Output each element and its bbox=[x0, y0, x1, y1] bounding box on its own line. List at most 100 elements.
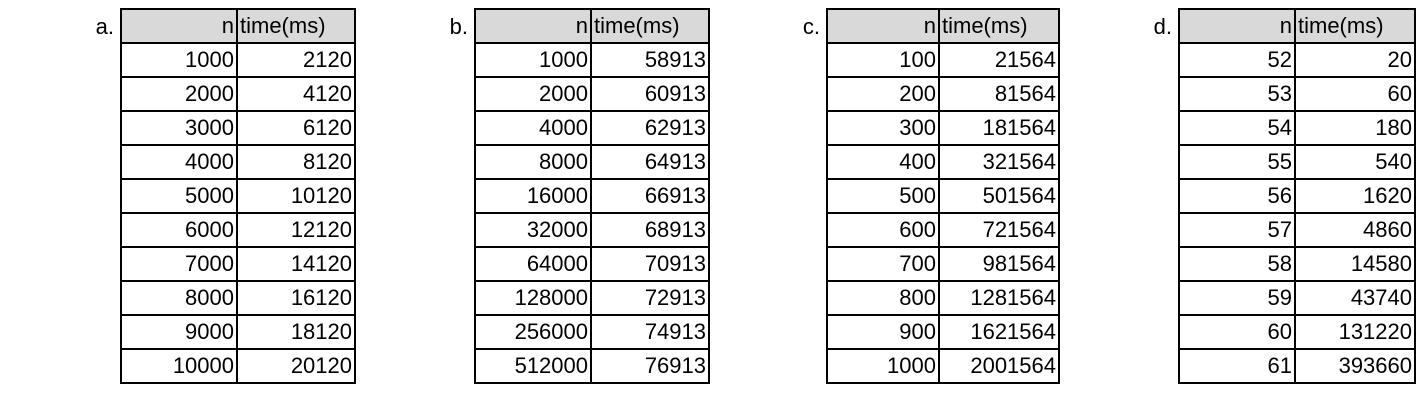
cell-time[interactable]: 180 bbox=[1294, 110, 1416, 146]
cell-n[interactable]: 1000 bbox=[826, 348, 940, 384]
table-row: 5000 10120 bbox=[120, 178, 356, 214]
cell-time[interactable]: 1281564 bbox=[938, 280, 1060, 316]
cell-n[interactable]: 2000 bbox=[474, 76, 592, 112]
cell-time[interactable]: 10120 bbox=[236, 178, 356, 214]
cell-time[interactable]: 18120 bbox=[236, 314, 356, 350]
cell-time[interactable]: 2001564 bbox=[938, 348, 1060, 384]
cell-time[interactable]: 1620 bbox=[1294, 178, 1416, 214]
cell-time[interactable]: 981564 bbox=[938, 246, 1060, 282]
cell-n[interactable]: 52 bbox=[1178, 42, 1296, 78]
cell-n[interactable]: 7000 bbox=[120, 246, 238, 282]
cell-n[interactable]: 32000 bbox=[474, 212, 592, 248]
cell-time[interactable]: 58913 bbox=[590, 42, 710, 78]
cell-n[interactable]: 6000 bbox=[120, 212, 238, 248]
cell-time[interactable]: 68913 bbox=[590, 212, 710, 248]
cell-n[interactable]: 256000 bbox=[474, 314, 592, 350]
cell-time[interactable]: 20120 bbox=[236, 348, 356, 384]
cell-n[interactable]: 1000 bbox=[474, 42, 592, 78]
cell-time[interactable]: 8120 bbox=[236, 144, 356, 180]
cell-n[interactable]: 58 bbox=[1178, 246, 1296, 282]
cell-n[interactable]: 500 bbox=[826, 178, 940, 214]
header-n[interactable]: n bbox=[1178, 8, 1296, 44]
cell-time[interactable]: 72913 bbox=[590, 280, 710, 316]
cell-time[interactable]: 76913 bbox=[590, 348, 710, 384]
header-n[interactable]: n bbox=[120, 8, 238, 44]
cell-n[interactable]: 100 bbox=[826, 42, 940, 78]
cell-time[interactable]: 181564 bbox=[938, 110, 1060, 146]
cell-time[interactable]: 1621564 bbox=[938, 314, 1060, 350]
cell-time[interactable]: 64913 bbox=[590, 144, 710, 180]
cell-n[interactable]: 61 bbox=[1178, 348, 1296, 384]
cell-time[interactable]: 81564 bbox=[938, 76, 1060, 112]
cell-n[interactable]: 512000 bbox=[474, 348, 592, 384]
cell-n[interactable]: 1000 bbox=[120, 42, 238, 78]
cell-time[interactable]: 393660 bbox=[1294, 348, 1416, 384]
cell-n[interactable]: 9000 bbox=[120, 314, 238, 350]
cell-time[interactable]: 501564 bbox=[938, 178, 1060, 214]
cell-n[interactable]: 128000 bbox=[474, 280, 592, 316]
table-row: 57 4860 bbox=[1178, 212, 1416, 248]
cell-n[interactable]: 3000 bbox=[120, 110, 238, 146]
table-row: 59 43740 bbox=[1178, 280, 1416, 316]
cell-n[interactable]: 300 bbox=[826, 110, 940, 146]
cell-n[interactable]: 600 bbox=[826, 212, 940, 248]
cell-n[interactable]: 16000 bbox=[474, 178, 592, 214]
cell-n[interactable]: 4000 bbox=[120, 144, 238, 180]
cell-time[interactable]: 6120 bbox=[236, 110, 356, 146]
cell-n[interactable]: 55 bbox=[1178, 144, 1296, 180]
table-row: 400 321564 bbox=[826, 144, 1060, 180]
header-time[interactable]: time(ms) bbox=[938, 8, 1060, 44]
cell-time[interactable]: 721564 bbox=[938, 212, 1060, 248]
data-table: n time(ms) 1000 2120 2000 4120 3000 6120 4000 812… bbox=[120, 8, 356, 384]
cell-n[interactable]: 4000 bbox=[474, 110, 592, 146]
cell-n[interactable]: 54 bbox=[1178, 110, 1296, 146]
cell-n[interactable]: 700 bbox=[826, 246, 940, 282]
cell-time[interactable]: 60913 bbox=[590, 76, 710, 112]
cell-time[interactable]: 12120 bbox=[236, 212, 356, 248]
cell-n[interactable]: 200 bbox=[826, 76, 940, 112]
header-time[interactable]: time(ms) bbox=[236, 8, 356, 44]
cell-n[interactable]: 60 bbox=[1178, 314, 1296, 350]
header-n[interactable]: n bbox=[826, 8, 940, 44]
table-row: 56 1620 bbox=[1178, 178, 1416, 214]
cell-n[interactable]: 59 bbox=[1178, 280, 1296, 316]
cell-n[interactable]: 53 bbox=[1178, 76, 1296, 112]
table-row: 1000 2120 bbox=[120, 42, 356, 78]
cell-n[interactable]: 8000 bbox=[120, 280, 238, 316]
cell-n[interactable]: 56 bbox=[1178, 178, 1296, 214]
cell-time[interactable]: 4120 bbox=[236, 76, 356, 112]
cell-time[interactable]: 4860 bbox=[1294, 212, 1416, 248]
cell-time[interactable]: 321564 bbox=[938, 144, 1060, 180]
header-time[interactable]: time(ms) bbox=[590, 8, 710, 44]
cell-time[interactable]: 21564 bbox=[938, 42, 1060, 78]
table-row: 4000 62913 bbox=[474, 110, 710, 146]
cell-n[interactable]: 64000 bbox=[474, 246, 592, 282]
cell-n[interactable]: 8000 bbox=[474, 144, 592, 180]
cell-time[interactable]: 14120 bbox=[236, 246, 356, 282]
cell-time[interactable]: 60 bbox=[1294, 76, 1416, 112]
cell-n[interactable]: 2000 bbox=[120, 76, 238, 112]
cell-time[interactable]: 540 bbox=[1294, 144, 1416, 180]
header-n[interactable]: n bbox=[474, 8, 592, 44]
cell-time[interactable]: 43740 bbox=[1294, 280, 1416, 316]
header-time[interactable]: time(ms) bbox=[1294, 8, 1416, 44]
cell-time[interactable]: 62913 bbox=[590, 110, 710, 146]
table-row: 300 181564 bbox=[826, 110, 1060, 146]
table-label: b. bbox=[449, 14, 468, 39]
table-row: 61 393660 bbox=[1178, 348, 1416, 384]
cell-n[interactable]: 5000 bbox=[120, 178, 238, 214]
cell-time[interactable]: 20 bbox=[1294, 42, 1416, 78]
cell-n[interactable]: 400 bbox=[826, 144, 940, 180]
cell-n[interactable]: 800 bbox=[826, 280, 940, 316]
table-row: 9000 18120 bbox=[120, 314, 356, 350]
cell-time[interactable]: 2120 bbox=[236, 42, 356, 78]
cell-time[interactable]: 66913 bbox=[590, 178, 710, 214]
cell-n[interactable]: 10000 bbox=[120, 348, 238, 384]
cell-time[interactable]: 70913 bbox=[590, 246, 710, 282]
cell-time[interactable]: 131220 bbox=[1294, 314, 1416, 350]
cell-time[interactable]: 74913 bbox=[590, 314, 710, 350]
cell-n[interactable]: 57 bbox=[1178, 212, 1296, 248]
cell-time[interactable]: 14580 bbox=[1294, 246, 1416, 282]
cell-n[interactable]: 900 bbox=[826, 314, 940, 350]
cell-time[interactable]: 16120 bbox=[236, 280, 356, 316]
